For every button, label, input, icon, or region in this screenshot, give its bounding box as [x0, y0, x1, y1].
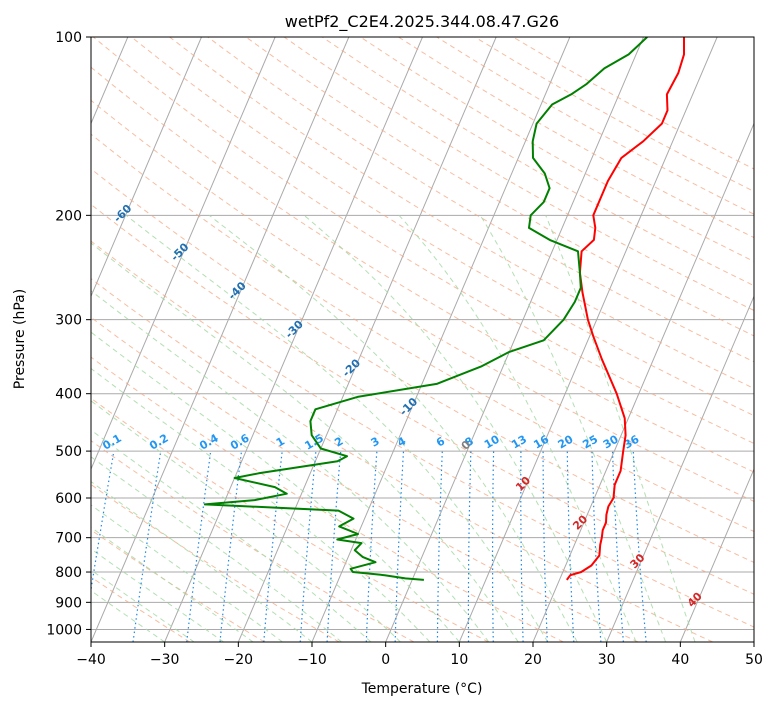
moist-adiabat-line — [91, 589, 165, 642]
mixing-ratio-line — [394, 451, 405, 642]
dry-adiabat-line — [91, 483, 340, 642]
dry-adiabat-line — [91, 168, 754, 563]
moist-adiabat-line — [91, 569, 195, 642]
x-tick-label: 30 — [598, 652, 616, 668]
mixing-ratio-line — [542, 451, 548, 642]
moist-adiabat-line — [91, 504, 283, 642]
mixing-ratio-line — [591, 451, 602, 642]
dry-adiabat-line — [131, 37, 754, 417]
x-tick-label: 40 — [671, 652, 689, 668]
isotherm-line — [91, 37, 276, 471]
mixing-ratio-line — [326, 451, 342, 642]
x-tick-label: 50 — [745, 652, 763, 668]
chart-title: wetPf2_C2E4.2025.344.08.47.G26 — [285, 12, 559, 32]
axes-frame — [90, 36, 755, 643]
dry-adiabat-line — [91, 356, 564, 642]
moist-adiabat-line — [545, 215, 696, 642]
mixing-ratio-line — [467, 451, 472, 642]
mixing-ratio-line — [299, 451, 317, 642]
dry-adiabat-line — [91, 133, 754, 533]
temperature-trace — [565, 37, 685, 581]
mixing-ratio-line — [611, 451, 624, 642]
moist-adiabat-line — [91, 429, 372, 642]
y-tick-label: 300 — [55, 313, 82, 329]
moist-adiabat-line — [91, 480, 313, 642]
y-tick-label: 1000 — [46, 622, 82, 638]
isotherm-line — [164, 37, 423, 642]
mixing-ratio-line — [132, 451, 162, 642]
dewpoint-trace — [203, 37, 648, 581]
mixing-ratio-line — [219, 451, 243, 642]
mixing-ratio-line — [491, 451, 495, 642]
y-tick-label: 200 — [55, 208, 82, 224]
isotherm-line — [458, 37, 718, 642]
y-tick-label: 700 — [55, 531, 82, 547]
x-tick-label: 20 — [524, 652, 542, 668]
moist-adiabat-line — [479, 215, 667, 642]
dry-adiabat-line — [91, 397, 489, 642]
isotherm-line — [385, 37, 644, 642]
dry-adiabat-line — [91, 203, 754, 595]
moist-adiabat-line — [91, 400, 401, 642]
mixing-ratio-line — [436, 451, 443, 642]
y-tick-label: 900 — [55, 595, 82, 611]
isotherm-line — [91, 37, 350, 642]
x-tick-label: −40 — [76, 652, 106, 668]
x-tick-label: 10 — [450, 652, 468, 668]
y-tick-label: 800 — [55, 565, 82, 581]
dry-adiabat-line — [283, 37, 754, 312]
axis-ticks: −40 −30 −20 −10 0 10 20 30 40 50 100 200 300 400 500 60… — [46, 30, 763, 668]
mixing-ratio-line — [566, 451, 575, 642]
x-tick-label: −10 — [297, 652, 327, 668]
dry-adiabat-line — [91, 66, 754, 473]
moist-adiabat-line — [91, 290, 490, 642]
y-tick-label: 500 — [55, 444, 82, 460]
y-axis-label: Pressure (hPa) — [12, 289, 28, 389]
x-tick-label: −30 — [150, 652, 180, 668]
mixing-ratio-line — [632, 451, 647, 642]
x-tick-label: 0 — [381, 652, 390, 668]
moist-adiabat-line — [208, 214, 578, 642]
x-axis-label: Temperature (°C) — [361, 681, 483, 697]
isotherm-line — [679, 467, 754, 642]
isotherm-line — [532, 122, 754, 642]
dry-adiabat-line — [207, 37, 754, 363]
moist-adiabat-line — [125, 214, 549, 642]
y-tick-label: 600 — [55, 491, 82, 507]
moist-adiabat-line — [91, 526, 254, 642]
isotherm-line — [91, 37, 202, 298]
mixing-ratio-line — [91, 450, 115, 594]
isotherm-line — [237, 37, 497, 642]
moist-adiabat-line — [303, 214, 608, 642]
mixing-ratio-line — [365, 451, 378, 642]
mixing-ratio-line — [263, 451, 283, 642]
y-tick-label: 100 — [55, 30, 82, 46]
x-tick-label: −20 — [224, 652, 254, 668]
dry-adiabat-line — [91, 240, 754, 628]
y-tick-label: 400 — [55, 387, 82, 403]
moist-adiabat-line — [91, 331, 460, 642]
mixing-ratio-line — [520, 451, 524, 642]
isotherm-line — [606, 295, 754, 642]
mixing-ratio-line — [186, 451, 212, 642]
moist-adiabat-line — [91, 548, 224, 642]
dry-adiabat-line — [91, 440, 415, 642]
